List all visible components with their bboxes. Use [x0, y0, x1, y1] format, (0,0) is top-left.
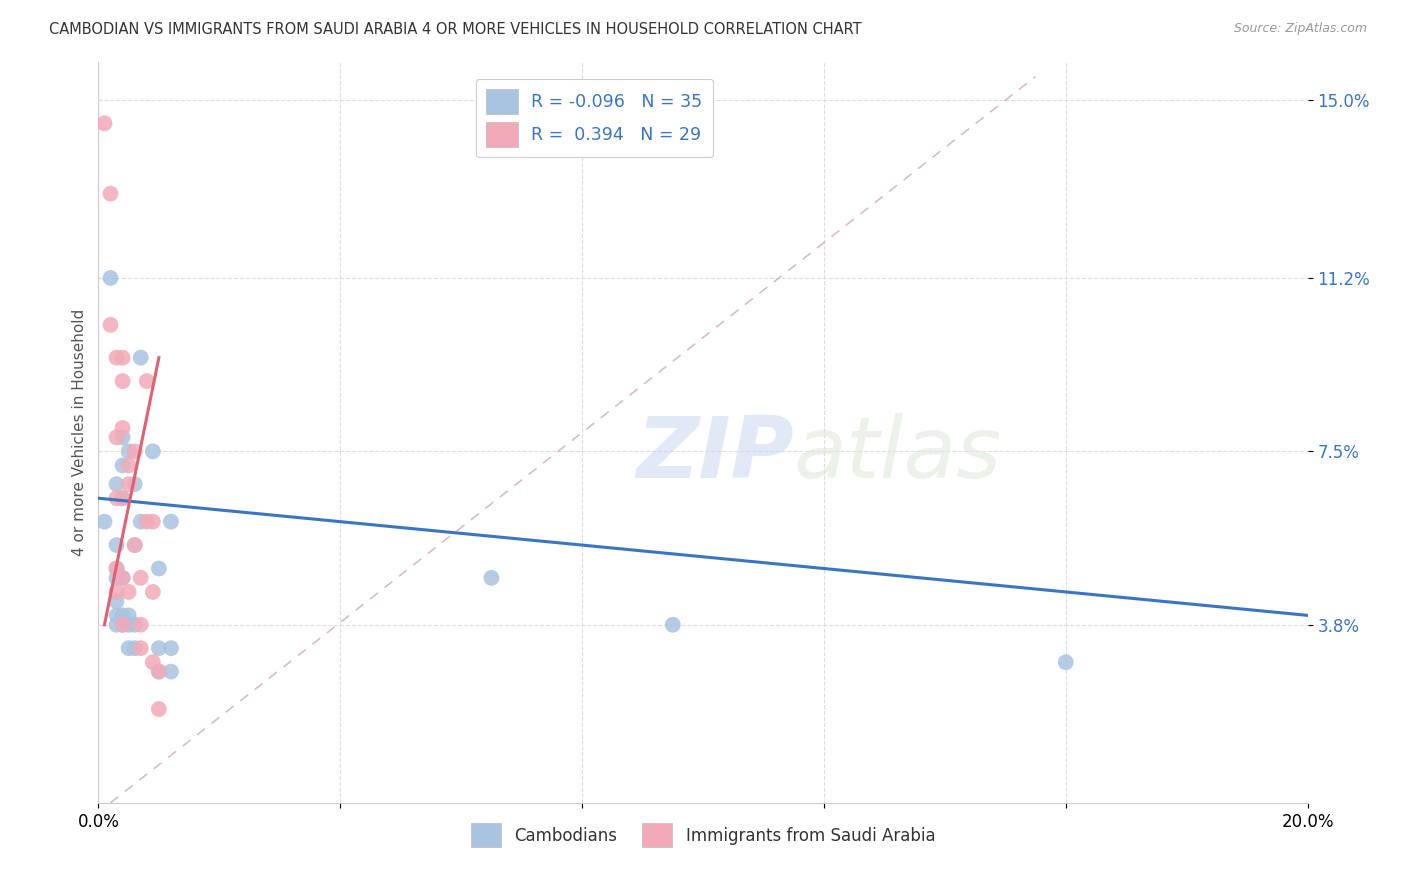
- Point: [124, 477, 146, 491]
- Point: [160, 665, 183, 679]
- Point: [124, 641, 146, 656]
- Point: [142, 515, 165, 529]
- Point: [111, 421, 134, 435]
- Point: [111, 571, 134, 585]
- Point: [1054, 655, 1077, 669]
- Point: [105, 351, 128, 365]
- Point: [148, 665, 170, 679]
- Point: [160, 641, 183, 656]
- Point: [111, 351, 134, 365]
- Point: [111, 617, 134, 632]
- Point: [148, 561, 170, 575]
- Point: [129, 617, 152, 632]
- Text: CAMBODIAN VS IMMIGRANTS FROM SAUDI ARABIA 4 OR MORE VEHICLES IN HOUSEHOLD CORREL: CAMBODIAN VS IMMIGRANTS FROM SAUDI ARABI…: [49, 22, 862, 37]
- Point: [124, 444, 146, 458]
- Point: [142, 585, 165, 599]
- Point: [105, 617, 128, 632]
- Point: [481, 571, 503, 585]
- Point: [124, 538, 146, 552]
- Point: [100, 271, 122, 285]
- Point: [105, 571, 128, 585]
- Point: [111, 571, 134, 585]
- Point: [135, 374, 157, 388]
- Point: [105, 585, 128, 599]
- Point: [142, 444, 165, 458]
- Text: Source: ZipAtlas.com: Source: ZipAtlas.com: [1233, 22, 1367, 36]
- Point: [148, 641, 170, 656]
- Point: [118, 585, 141, 599]
- Y-axis label: 4 or more Vehicles in Household: 4 or more Vehicles in Household: [72, 309, 87, 557]
- Legend: Cambodians, Immigrants from Saudi Arabia: Cambodians, Immigrants from Saudi Arabia: [464, 817, 942, 854]
- Point: [105, 594, 128, 608]
- Point: [93, 116, 115, 130]
- Point: [93, 515, 115, 529]
- Point: [118, 477, 141, 491]
- Point: [148, 665, 170, 679]
- Point: [129, 641, 152, 656]
- Point: [111, 458, 134, 473]
- Point: [111, 491, 134, 506]
- Point: [111, 617, 134, 632]
- Point: [160, 515, 183, 529]
- Point: [105, 538, 128, 552]
- Point: [111, 608, 134, 623]
- Point: [661, 617, 683, 632]
- Point: [142, 655, 165, 669]
- Point: [105, 430, 128, 444]
- Point: [105, 491, 128, 506]
- Point: [118, 608, 141, 623]
- Point: [129, 515, 152, 529]
- Point: [105, 561, 128, 575]
- Point: [105, 561, 128, 575]
- Point: [135, 515, 157, 529]
- Point: [111, 430, 134, 444]
- Point: [118, 458, 141, 473]
- Point: [118, 444, 141, 458]
- Point: [105, 477, 128, 491]
- Point: [129, 571, 152, 585]
- Point: [105, 608, 128, 623]
- Point: [129, 351, 152, 365]
- Point: [100, 318, 122, 332]
- Point: [100, 186, 122, 201]
- Point: [111, 491, 134, 506]
- Point: [124, 538, 146, 552]
- Point: [111, 374, 134, 388]
- Point: [124, 617, 146, 632]
- Point: [118, 617, 141, 632]
- Text: ZIP: ZIP: [636, 413, 793, 496]
- Text: atlas: atlas: [793, 413, 1001, 496]
- Point: [148, 702, 170, 716]
- Point: [118, 641, 141, 656]
